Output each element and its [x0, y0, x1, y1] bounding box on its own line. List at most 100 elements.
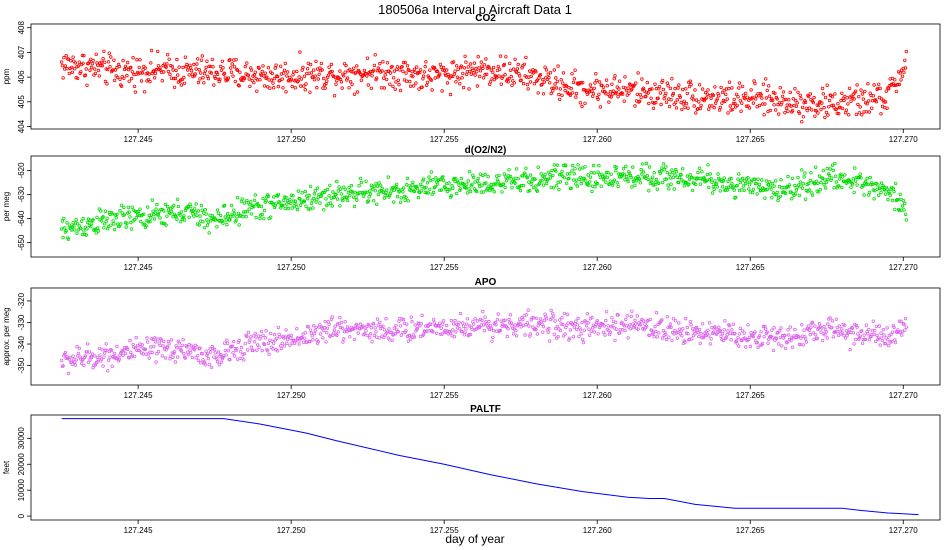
co2-point — [824, 110, 829, 115]
co2-point — [837, 111, 841, 116]
apo-point — [358, 322, 363, 326]
apo-point — [674, 331, 679, 335]
co2-point — [250, 78, 254, 83]
co2-point — [410, 69, 414, 74]
apo-point — [382, 328, 387, 332]
o2n2-point — [592, 171, 596, 175]
apo-point — [509, 321, 513, 325]
apo-point — [120, 349, 124, 353]
co2-point — [675, 97, 679, 102]
o2n2-point — [122, 205, 126, 210]
apo-point — [213, 351, 217, 355]
apo-point — [757, 334, 762, 338]
co2-point — [757, 103, 762, 108]
apo-point — [373, 326, 377, 330]
apo-point — [588, 333, 592, 337]
o2n2-point — [358, 176, 363, 181]
apo-point — [353, 326, 357, 331]
o2n2-point — [778, 194, 782, 198]
o2n2-point — [576, 163, 580, 167]
o2n2-point — [340, 197, 344, 201]
co2-point — [881, 98, 885, 102]
apo-point — [629, 314, 633, 319]
o2n2-point — [695, 176, 699, 180]
co2-point — [248, 84, 252, 89]
apo-point — [410, 319, 414, 324]
apo-point — [368, 332, 373, 336]
apo-point — [364, 329, 368, 333]
co2-point — [558, 97, 562, 102]
co2-point — [764, 96, 769, 100]
co2-point — [204, 65, 208, 70]
apo-point — [323, 319, 327, 324]
apo-point — [342, 337, 346, 341]
apo-point — [684, 316, 688, 321]
co2-point — [784, 97, 788, 102]
o2n2-point — [169, 209, 174, 214]
o2n2-point — [152, 217, 157, 221]
o2n2-point — [335, 197, 340, 201]
co2-point — [783, 110, 787, 115]
apo-point — [696, 330, 700, 334]
apo-point — [837, 324, 842, 328]
co2-point — [418, 68, 423, 72]
apo-point — [110, 364, 114, 368]
o2n2-point — [109, 223, 113, 227]
apo-point — [222, 341, 227, 345]
co2-point — [737, 86, 741, 90]
co2-point — [299, 77, 304, 81]
co2-point — [405, 63, 410, 68]
co2-point — [212, 74, 217, 79]
o2n2-point — [866, 182, 870, 186]
apo-point — [285, 341, 289, 345]
co2-point — [639, 95, 643, 99]
o2n2-point — [586, 173, 590, 177]
co2-point — [300, 68, 304, 72]
apo-point — [883, 341, 888, 346]
o2n2-point — [634, 176, 638, 180]
o2n2-point — [651, 183, 656, 187]
apo-point — [860, 341, 865, 345]
o2n2-point — [820, 176, 825, 180]
apo-point — [867, 338, 872, 342]
o2n2-point — [734, 195, 738, 199]
o2n2-point — [289, 201, 293, 206]
o2n2-point — [309, 201, 314, 206]
apo-point — [271, 347, 275, 351]
o2n2-point — [438, 188, 442, 192]
o2n2-point — [318, 201, 322, 205]
co2-point — [62, 55, 66, 60]
o2n2-point — [447, 181, 451, 185]
co2-point — [352, 66, 356, 70]
co2-point — [570, 72, 574, 76]
o2n2-point — [588, 175, 593, 179]
apo-point — [223, 348, 227, 353]
co2-point — [475, 84, 480, 88]
apo-point — [212, 347, 217, 352]
co2-point — [421, 77, 425, 81]
apo-point — [514, 328, 518, 333]
co2-point — [778, 85, 782, 90]
o2n2-point — [900, 204, 905, 208]
o2n2-point — [694, 182, 698, 187]
apo-point — [584, 324, 589, 328]
apo-point — [738, 326, 742, 330]
o2n2-point — [765, 187, 769, 192]
co2-y-tick-label: 407 — [17, 45, 26, 59]
o2n2-point — [192, 214, 196, 218]
apo-point — [863, 337, 868, 342]
apo-point — [303, 331, 307, 335]
apo-point — [602, 324, 606, 328]
co2-point — [685, 91, 689, 96]
co2-point — [564, 84, 569, 88]
o2n2-point — [810, 193, 815, 197]
co2-point — [468, 69, 472, 74]
apo-point — [125, 346, 129, 350]
co2-point — [421, 74, 426, 78]
o2n2-point — [319, 194, 324, 198]
apo-point — [339, 320, 344, 325]
o2n2-point — [593, 185, 597, 189]
o2n2-point — [729, 176, 733, 181]
o2n2-x-tick-label: 127.255 — [430, 263, 459, 272]
